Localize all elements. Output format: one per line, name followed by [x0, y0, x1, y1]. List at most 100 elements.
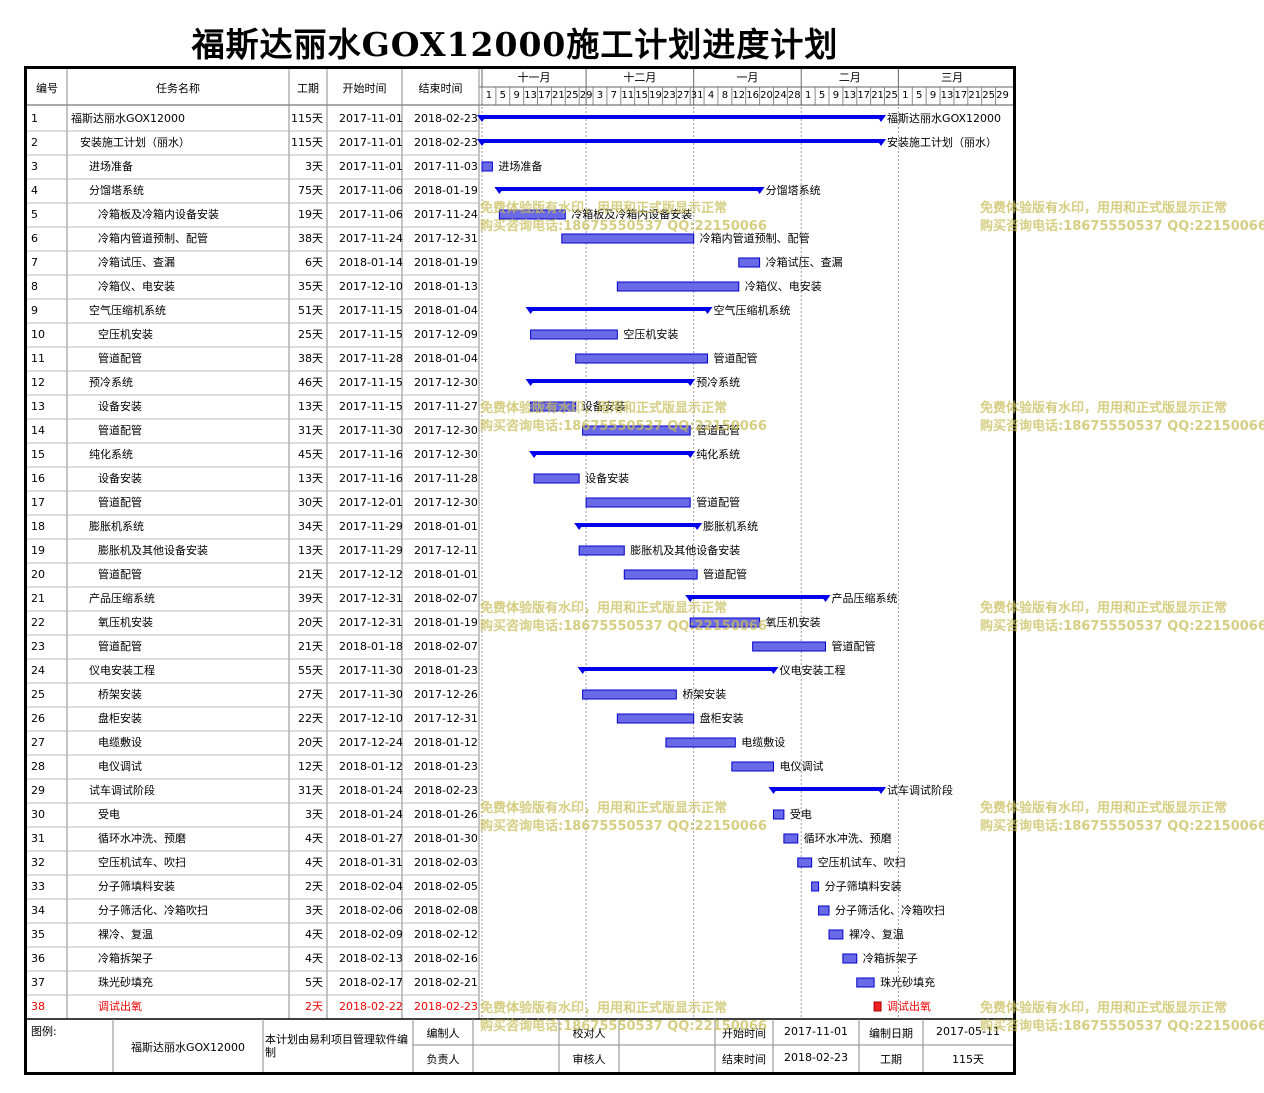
- task-start: 2018-01-14: [339, 256, 403, 269]
- bar-label: 管道配管: [713, 352, 758, 365]
- bar-label: 循环水冲洗、预磨: [803, 832, 892, 845]
- task-bar: [689, 617, 761, 628]
- task-end: 2017-12-31: [414, 712, 478, 725]
- task-duration: 13天: [298, 400, 323, 413]
- task-duration: 45天: [298, 448, 323, 461]
- task-end: 2018-02-07: [414, 640, 478, 653]
- task-start: 2017-11-30: [339, 424, 403, 437]
- task-duration: 6天: [305, 256, 323, 269]
- task-id: 27: [31, 736, 45, 749]
- summary-bar-end: [525, 307, 536, 314]
- day-tick-label: 28: [787, 90, 801, 101]
- task-end: 2018-01-04: [414, 352, 478, 365]
- task-bar: [533, 473, 580, 484]
- summary-bar-end: [685, 595, 696, 602]
- summary-bar-end: [702, 307, 713, 314]
- task-name: 进场准备: [89, 160, 133, 173]
- task-id: 18: [31, 520, 45, 533]
- task-duration: 4天: [305, 856, 323, 869]
- task-bar: [582, 689, 677, 700]
- task-id: 1: [31, 112, 38, 125]
- task-id: 36: [31, 952, 45, 965]
- summary-bar-end: [574, 523, 585, 530]
- task-duration: 115天: [291, 136, 323, 149]
- task-id: 6: [31, 232, 38, 245]
- summary-bar-end: [685, 451, 696, 458]
- day-tick-label: 5: [916, 90, 923, 101]
- summary-bar-end: [477, 115, 487, 122]
- task-name: 仪电安装工程: [89, 664, 155, 677]
- summary-bar-end: [529, 451, 540, 458]
- task-end: 2018-02-08: [414, 904, 478, 917]
- summary-bar: [579, 523, 698, 527]
- header-start: 开始时间: [342, 82, 387, 95]
- task-start: 2018-02-22: [339, 1000, 403, 1013]
- watermark-line2: 购买咨询电话:18675550537 QQ:22150066: [980, 419, 1264, 434]
- bar-label: 冷箱仪、电安装: [744, 280, 822, 293]
- task-duration: 27天: [298, 688, 323, 701]
- start-value: 2017-11-01: [784, 1025, 848, 1038]
- header-id: 编号: [36, 82, 58, 95]
- task-bar: [616, 713, 695, 724]
- bar-label: 分馏塔系统: [765, 184, 821, 197]
- task-duration: 4天: [305, 952, 323, 965]
- task-end: 2018-02-23: [414, 784, 478, 797]
- task-bar: [585, 497, 691, 508]
- bar-label: 管道配管: [703, 568, 748, 581]
- watermark-line2: 购买咨询电话:18675550537 QQ:22150066: [980, 1019, 1264, 1034]
- task-duration: 31天: [298, 424, 323, 437]
- task-end: 2018-01-26: [414, 808, 478, 821]
- task-id: 20: [31, 568, 45, 581]
- day-tick-label: 1: [804, 90, 812, 101]
- header-duration: 工期: [297, 82, 319, 95]
- day-tick-label: 25: [565, 90, 579, 101]
- task-start: 2017-11-29: [339, 520, 403, 533]
- header-name: 任务名称: [156, 82, 200, 95]
- bar-label: 管道配管: [831, 640, 876, 653]
- month-label: 二月: [838, 71, 861, 84]
- summary-bar: [482, 115, 882, 119]
- task-id: 5: [31, 208, 38, 221]
- task-start: 2018-02-09: [339, 928, 403, 941]
- task-name: 分子筛填料安装: [98, 880, 175, 893]
- task-bar: [731, 761, 774, 772]
- task-duration: 38天: [298, 352, 323, 365]
- day-tick-label: 11: [621, 90, 635, 101]
- bar-label: 空压机安装: [623, 328, 679, 341]
- bar-label: 调试出氧: [887, 1000, 932, 1013]
- task-name: 空压机安装: [98, 328, 153, 341]
- task-duration: 25天: [298, 328, 323, 341]
- task-start: 2018-01-24: [339, 784, 403, 797]
- task-id: 14: [31, 424, 45, 437]
- summary-bar-end: [820, 595, 831, 602]
- day-tick-label: 23: [663, 90, 676, 101]
- task-id: 17: [31, 496, 45, 509]
- start-label: 开始时间: [722, 1027, 766, 1040]
- bar-label: 预冷系统: [696, 376, 741, 389]
- bar-label: 纯化系统: [696, 448, 741, 461]
- day-tick-label: 17: [538, 90, 551, 101]
- task-end: 2017-12-30: [414, 448, 478, 461]
- task-name: 管道配管: [98, 568, 142, 581]
- task-start: 2017-11-01: [339, 136, 403, 149]
- summary-bar-end: [876, 139, 887, 146]
- task-bar: [811, 881, 820, 892]
- task-duration: 3天: [305, 904, 323, 917]
- task-name: 管道配管: [98, 352, 142, 365]
- day-tick-label: 1: [485, 90, 493, 101]
- task-end: 2018-02-12: [414, 928, 478, 941]
- task-name: 桥架安装: [98, 688, 142, 701]
- reviewer-label: 审核人: [572, 1053, 606, 1066]
- bar-label: 空气压缩机系统: [713, 304, 791, 317]
- summary-bar-end: [494, 187, 505, 194]
- task-name: 裸冷、复温: [98, 928, 153, 941]
- task-name: 试车调试阶段: [89, 784, 155, 797]
- end-value: 2018-02-23: [784, 1051, 848, 1064]
- task-end: 2018-01-19: [414, 184, 478, 197]
- summary-bar: [499, 187, 760, 191]
- day-tick-label: 17: [954, 90, 968, 101]
- day-tick-label: 20: [760, 90, 773, 101]
- task-duration: 13天: [298, 544, 323, 557]
- task-start: 2018-02-17: [339, 976, 403, 989]
- bar-label: 安装施工计划（丽水）: [887, 136, 998, 149]
